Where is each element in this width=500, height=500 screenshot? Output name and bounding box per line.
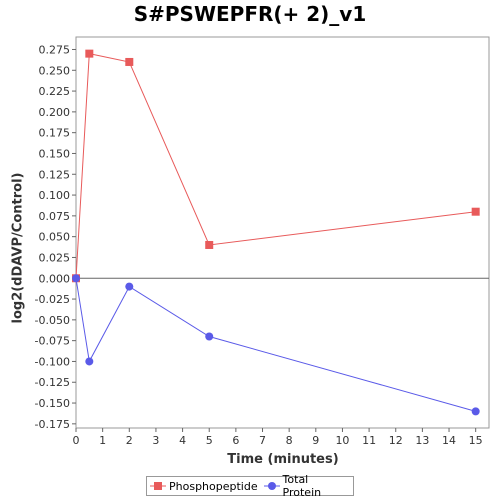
data-point-phosphopeptide bbox=[85, 49, 94, 58]
x-tick-label: 6 bbox=[232, 434, 239, 447]
x-tick-label: 4 bbox=[179, 434, 186, 447]
y-tick-label: -0.150 bbox=[35, 397, 70, 410]
legend-marker-square-icon bbox=[150, 482, 166, 490]
x-tick-label: 15 bbox=[469, 434, 483, 447]
x-tick-label: 1 bbox=[99, 434, 106, 447]
y-tick-label: 0.200 bbox=[39, 106, 71, 119]
legend-item-phosphopeptide: Phosphopeptide bbox=[150, 480, 258, 493]
y-tick-label: 0.275 bbox=[39, 43, 71, 56]
y-tick-label: 0.150 bbox=[39, 147, 71, 160]
y-tick-label: 0.050 bbox=[39, 231, 71, 244]
legend: Phosphopeptide Total Protein bbox=[146, 473, 354, 499]
y-tick-label: 0.175 bbox=[39, 127, 71, 140]
y-tick-label: -0.025 bbox=[35, 293, 70, 306]
x-tick-label: 13 bbox=[415, 434, 429, 447]
y-tick-label: 0.025 bbox=[39, 251, 71, 264]
y-tick-label: 0.250 bbox=[39, 64, 71, 77]
y-tick-label: -0.075 bbox=[35, 335, 70, 348]
y-tick-label: -0.175 bbox=[35, 418, 70, 431]
data-point-total-protein bbox=[125, 282, 134, 291]
y-tick-label: -0.050 bbox=[35, 314, 70, 327]
data-point-total-protein bbox=[471, 407, 480, 416]
y-tick-label: 0.000 bbox=[39, 272, 71, 285]
chart-title: S#PSWEPFR(+ 2)_v1 bbox=[133, 2, 367, 26]
data-point-total-protein bbox=[85, 357, 94, 366]
legend-marker-circle-icon bbox=[263, 482, 280, 490]
x-tick-label: 5 bbox=[206, 434, 213, 447]
x-tick-label: 10 bbox=[335, 434, 349, 447]
y-tick-label: 0.100 bbox=[39, 189, 71, 202]
data-point-phosphopeptide bbox=[205, 240, 214, 249]
x-tick-label: 9 bbox=[312, 434, 319, 447]
y-tick-label: 0.225 bbox=[39, 85, 71, 98]
data-point-total-protein bbox=[205, 332, 214, 341]
data-point-total-protein bbox=[72, 274, 80, 283]
x-tick-label: 14 bbox=[442, 434, 456, 447]
data-point-phosphopeptide bbox=[125, 57, 134, 66]
legend-label-phosphopeptide: Phosphopeptide bbox=[169, 479, 258, 493]
plot-frame bbox=[75, 36, 490, 429]
x-axis-label: Time (minutes) bbox=[227, 452, 339, 467]
y-tick-label: -0.100 bbox=[35, 355, 70, 368]
legend-item-total-protein: Total Protein bbox=[263, 473, 350, 499]
data-point-phosphopeptide bbox=[471, 207, 480, 216]
x-tick-label: 2 bbox=[126, 434, 133, 447]
x-tick-label: 12 bbox=[389, 434, 403, 447]
y-tick-label: 0.125 bbox=[39, 168, 71, 181]
x-tick-label: 3 bbox=[152, 434, 159, 447]
x-tick-label: 0 bbox=[73, 434, 80, 447]
x-tick-label: 7 bbox=[259, 434, 266, 447]
legend-label-total-protein: Total Protein bbox=[282, 473, 322, 499]
x-tick-label: 8 bbox=[286, 434, 293, 447]
x-tick-label: 11 bbox=[362, 434, 376, 447]
y-tick-label: 0.075 bbox=[39, 210, 71, 223]
y-tick-label: -0.125 bbox=[35, 376, 70, 389]
